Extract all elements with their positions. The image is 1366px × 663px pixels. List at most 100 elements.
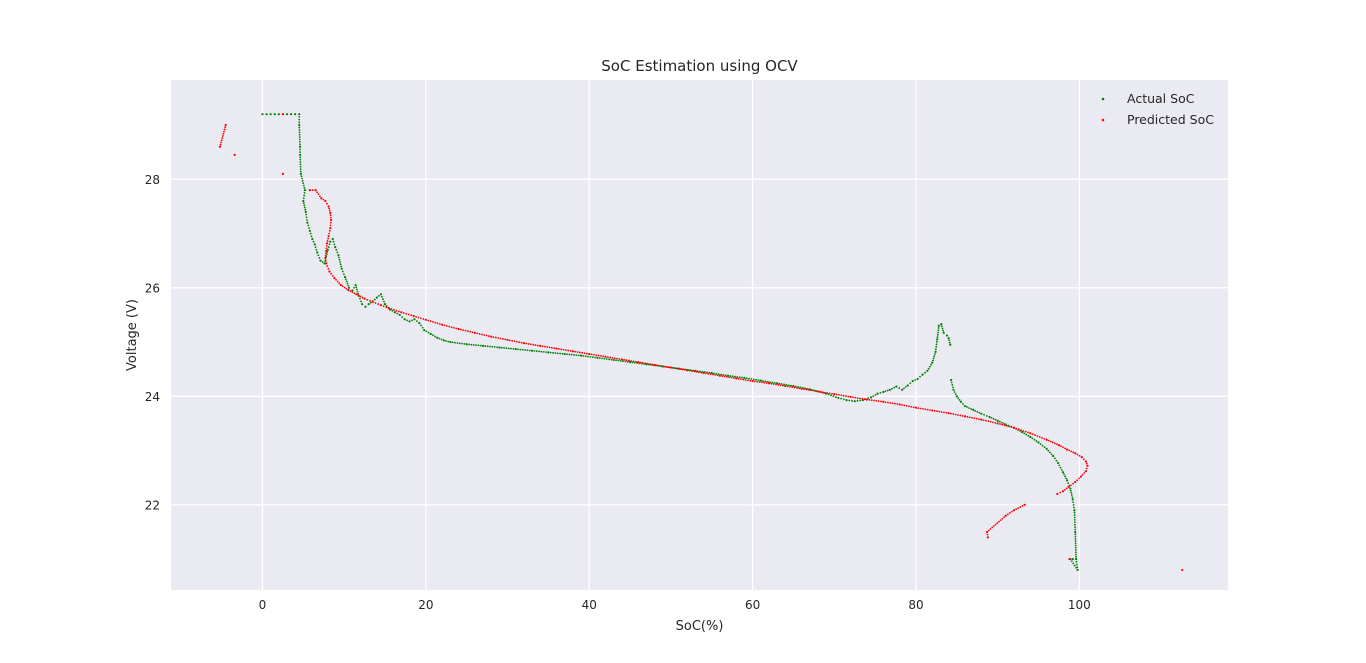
actual-soc-point (517, 348, 519, 351)
predicted-soc-point (329, 227, 332, 230)
actual-soc-point (1065, 479, 1069, 482)
actual-soc-point (512, 347, 515, 350)
actual-soc-point (750, 378, 753, 380)
actual-soc-point (633, 361, 636, 364)
actual-soc-point (273, 113, 276, 116)
predicted-soc-point (674, 367, 677, 370)
predicted-soc-point (499, 337, 502, 340)
actual-soc-point (941, 327, 944, 330)
actual-soc-point (783, 383, 786, 386)
predicted-soc-point (931, 409, 934, 412)
actual-soc-point (521, 348, 524, 351)
actual-soc-point (1075, 563, 1078, 566)
predicted-soc-point (329, 224, 332, 227)
predicted-soc-point (1001, 517, 1004, 520)
actual-soc-point (524, 349, 526, 351)
actual-soc-point (304, 210, 307, 213)
actual-soc-point (1074, 523, 1076, 526)
predicted-soc-point (669, 366, 673, 369)
predicted-soc-point (770, 382, 773, 385)
actual-soc-point (298, 115, 301, 118)
predicted-soc-point (950, 412, 952, 415)
actual-soc-point (302, 199, 305, 203)
actual-soc-point (949, 378, 953, 382)
predicted-soc-point (1009, 512, 1011, 514)
actual-soc-point (1056, 461, 1060, 465)
actual-soc-point (542, 350, 545, 353)
actual-soc-point (491, 345, 494, 348)
predicted-soc-point (975, 417, 978, 420)
predicted-soc-point (351, 291, 354, 294)
actual-soc-point (425, 330, 428, 333)
predicted-soc-point (325, 249, 328, 253)
actual-soc-point (882, 390, 885, 394)
actual-soc-point (436, 336, 439, 339)
actual-soc-point (298, 136, 301, 138)
x-tick-label: 60 (745, 598, 760, 612)
actual-soc-point (316, 251, 319, 254)
actual-soc-point (507, 347, 510, 350)
actual-soc-point (1043, 446, 1046, 449)
predicted-soc-point (954, 413, 957, 416)
actual-soc-point (959, 400, 962, 403)
actual-soc-point (306, 219, 308, 221)
y-tick-label: 22 (145, 498, 160, 512)
predicted-soc-point (369, 299, 371, 302)
actual-soc-point (329, 240, 332, 243)
predicted-soc-point (441, 323, 444, 326)
actual-soc-point (299, 158, 302, 161)
actual-soc-point (575, 354, 578, 357)
actual-soc-point (626, 360, 629, 363)
actual-soc-point (379, 293, 383, 296)
predicted-soc-point (223, 130, 225, 133)
predicted-soc-point (343, 286, 346, 289)
actual-soc-point (837, 396, 840, 400)
predicted-soc-point (986, 533, 989, 536)
predicted-soc-point (222, 132, 225, 135)
actual-soc-point (303, 194, 306, 197)
predicted-soc-point (971, 416, 973, 419)
actual-soc-point (738, 376, 741, 379)
actual-soc-point (1073, 518, 1076, 521)
actual-soc-point (298, 113, 301, 116)
actual-soc-point (396, 312, 399, 315)
predicted-soc-point (529, 343, 532, 346)
predicted-soc-point (812, 389, 815, 392)
predicted-soc-point (325, 247, 328, 250)
actual-soc-point (972, 408, 975, 411)
actual-soc-point (1061, 471, 1065, 474)
predicted-soc-point (555, 347, 558, 350)
actual-soc-point (952, 388, 955, 391)
predicted-soc-point (620, 358, 623, 361)
predicted-soc-point (590, 353, 593, 356)
actual-soc-point (299, 161, 302, 163)
actual-soc-point (519, 348, 522, 351)
predicted-soc-point (838, 394, 840, 396)
actual-soc-point (1075, 553, 1077, 556)
predicted-soc-point (1068, 449, 1071, 452)
predicted-soc-point (677, 367, 679, 370)
actual-soc-point (351, 289, 354, 292)
predicted-soc-point (513, 340, 516, 343)
predicted-soc-point (562, 348, 565, 351)
actual-soc-point (472, 344, 475, 346)
predicted-soc-point (1076, 479, 1079, 482)
predicted-soc-point (898, 403, 901, 406)
actual-soc-point (895, 385, 898, 388)
actual-soc-point (757, 379, 760, 382)
actual-soc-point (741, 376, 743, 379)
predicted-soc-point (1008, 425, 1011, 428)
predicted-soc-point (842, 394, 845, 397)
predicted-soc-point (515, 340, 518, 343)
actual-soc-point (556, 352, 559, 355)
predicted-soc-point (314, 189, 317, 192)
actual-soc-point (342, 273, 345, 276)
actual-soc-point (954, 393, 957, 396)
predicted-soc-point (940, 411, 943, 413)
predicted-soc-point (681, 368, 684, 371)
predicted-soc-point (448, 325, 451, 328)
actual-soc-point (314, 246, 317, 249)
predicted-soc-point (1023, 503, 1026, 506)
actual-soc-point (308, 227, 310, 230)
predicted-soc-point (410, 314, 413, 317)
